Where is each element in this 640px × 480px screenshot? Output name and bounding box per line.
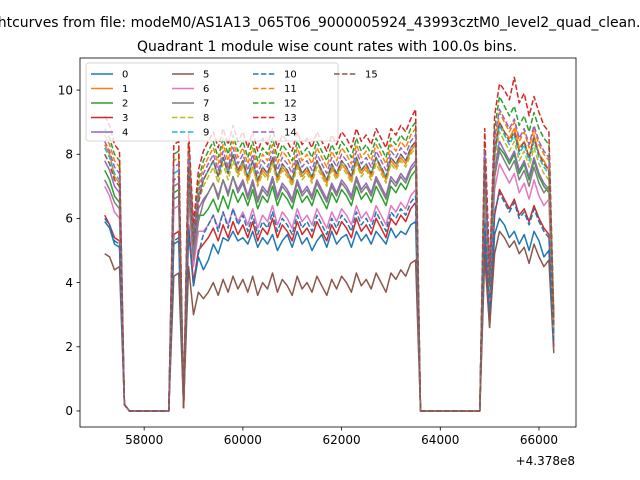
legend-label-15: 15 bbox=[365, 70, 378, 81]
legend-label-14: 14 bbox=[284, 128, 297, 139]
series-line-13 bbox=[104, 76, 555, 412]
chart-title: Quadrant 1 module wise count rates with … bbox=[137, 39, 517, 55]
y-tick-label: 10 bbox=[58, 83, 73, 97]
chart-suptitle: Lightcurves from file: modeM0/AS1A13_065… bbox=[0, 15, 640, 31]
legend-label-11: 11 bbox=[284, 84, 297, 95]
legend-label-9: 9 bbox=[203, 128, 209, 139]
plot-area: 58000 60000 62000 64000 66000024681001234567… bbox=[58, 57, 577, 447]
legend-box bbox=[85, 62, 339, 142]
legend-label-4: 4 bbox=[122, 128, 128, 139]
y-tick-label: 6 bbox=[65, 212, 73, 226]
y-tick-label: 0 bbox=[65, 404, 73, 418]
x-tick-label: 60000 bbox=[224, 433, 262, 447]
series-line-10 bbox=[104, 192, 555, 412]
y-tick-label: 2 bbox=[65, 340, 73, 354]
y-tick-label: 8 bbox=[65, 147, 73, 161]
legend-label-6: 6 bbox=[203, 84, 209, 95]
x-axis-offset-label: +4.378e8 bbox=[516, 454, 575, 468]
legend-label-7: 7 bbox=[203, 99, 209, 110]
legend-label-12: 12 bbox=[284, 99, 297, 110]
y-tick-label: 4 bbox=[65, 276, 73, 290]
legend-label-3: 3 bbox=[122, 113, 128, 124]
series-line-15 bbox=[104, 121, 555, 412]
x-tick-label: 62000 bbox=[322, 433, 360, 447]
series-line-5 bbox=[104, 230, 555, 412]
legend-label-2: 2 bbox=[122, 99, 128, 110]
axes-frame bbox=[79, 57, 577, 428]
series-lines bbox=[104, 76, 555, 412]
legend-label-13: 13 bbox=[284, 113, 297, 124]
x-tick-label: 64000 bbox=[421, 433, 459, 447]
legend-label-8: 8 bbox=[203, 113, 209, 124]
legend-label-1: 1 bbox=[122, 84, 128, 95]
legend-label-5: 5 bbox=[203, 70, 209, 81]
legend-label-0: 0 bbox=[122, 70, 128, 81]
x-tick-label: 66000 bbox=[520, 433, 558, 447]
legend-label-10: 10 bbox=[284, 70, 297, 81]
x-tick-label: 58000 bbox=[125, 433, 163, 447]
